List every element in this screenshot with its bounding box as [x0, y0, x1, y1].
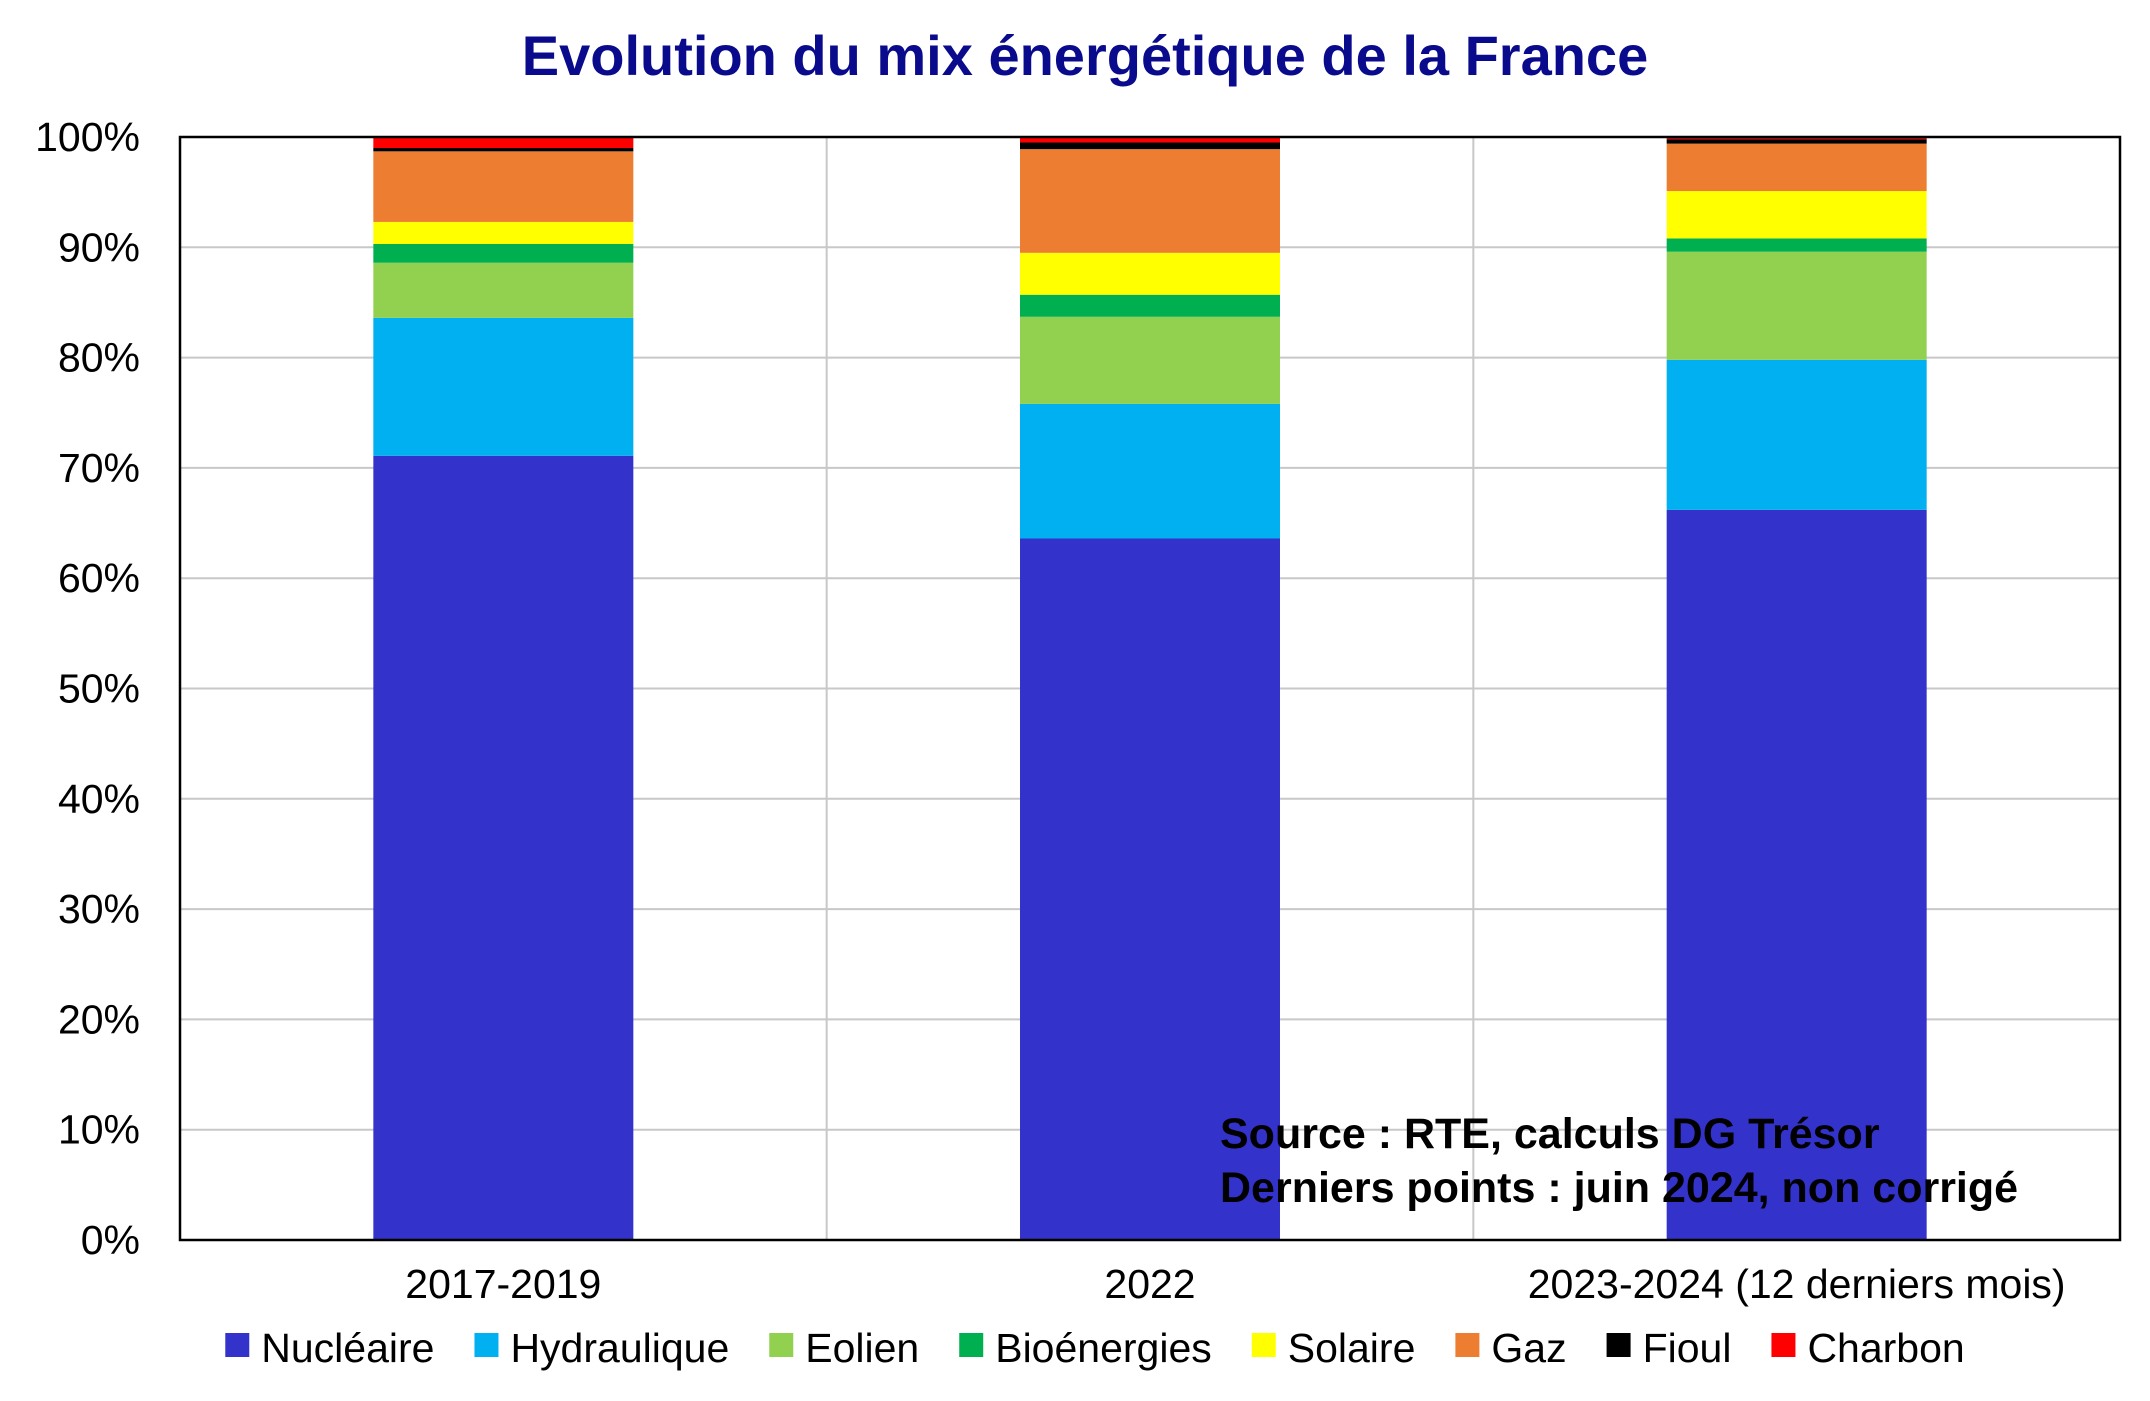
- bar-segment-eolien: [1020, 316, 1280, 404]
- last-points-note: Derniers points : juin 2024, non corrigé: [1220, 1164, 2018, 1212]
- bar-segment-bioenergies: [1020, 294, 1280, 317]
- bar-segment-eolien: [373, 262, 634, 318]
- y-tick-label: 60%: [58, 555, 140, 601]
- x-category-label: 2023-2024 (12 derniers mois): [1528, 1261, 2066, 1307]
- bar-segment-charbon: [1020, 137, 1280, 143]
- legend-swatch-gaz: [1455, 1333, 1480, 1357]
- y-tick-label: 90%: [58, 224, 140, 270]
- bar-segment-nucleaire: [373, 455, 634, 1241]
- legend-label-fioul: Fioul: [1643, 1325, 1732, 1371]
- source-note: Source : RTE, calculs DG Trésor: [1220, 1110, 1880, 1158]
- y-axis-ticks: 0% 10% 20% 30% 40% 50% 60% 70% 80% 90% 100%: [35, 114, 140, 1263]
- chart-title: Evolution du mix énergétique de la Franc…: [522, 24, 1648, 87]
- bar-segment-fioul: [1020, 142, 1280, 150]
- legend-label-nucleaire: Nucléaire: [261, 1325, 434, 1371]
- bar-segment-fioul: [1666, 139, 1927, 144]
- bars-layer: [373, 137, 1927, 1241]
- x-category-label: 2022: [1104, 1261, 1195, 1307]
- bar-segment-solaire: [373, 221, 634, 244]
- bar-segment-nucleaire: [1666, 509, 1927, 1241]
- y-tick-label: 30%: [58, 886, 140, 932]
- x-axis-labels: 2017-2019 2022 2023-2024 (12 derniers mois…: [405, 1261, 2065, 1307]
- bar-segment-gaz: [1020, 149, 1280, 253]
- bar-segment-solaire: [1020, 252, 1280, 295]
- bar-segment-hydraulique: [1666, 359, 1927, 510]
- bar-segment-solaire: [1666, 191, 1927, 239]
- legend-swatch-eolien: [769, 1333, 794, 1357]
- bar-segment-bioenergies: [373, 243, 634, 263]
- bar-segment-charbon: [373, 137, 634, 149]
- bar-segment-fioul: [373, 148, 634, 152]
- legend-swatch-fioul: [1606, 1333, 1631, 1357]
- legend: Nucléaire Hydraulique Eolien Bioénergies Sol…: [225, 1325, 1965, 1371]
- bar-segment-hydraulique: [1020, 403, 1280, 539]
- bar-segment-gaz: [1666, 143, 1927, 192]
- y-tick-label: 20%: [58, 996, 140, 1042]
- legend-label-gaz: Gaz: [1491, 1325, 1566, 1371]
- y-tick-label: 40%: [58, 776, 140, 822]
- y-tick-label: 0%: [81, 1217, 140, 1263]
- y-tick-label: 100%: [35, 114, 140, 160]
- legend-swatch-hydraulique: [474, 1333, 499, 1357]
- legend-label-eolien: Eolien: [805, 1325, 919, 1371]
- y-tick-label: 80%: [58, 335, 140, 381]
- x-category-label: 2017-2019: [405, 1261, 601, 1307]
- plot-frame: [178, 135, 2122, 1242]
- bar-segment-bioenergies: [1666, 238, 1927, 252]
- legend-swatch-charbon: [1771, 1333, 1796, 1357]
- bar-segment-eolien: [1666, 251, 1927, 360]
- y-tick-label: 10%: [58, 1107, 140, 1153]
- legend-swatch-nucleaire: [225, 1333, 250, 1357]
- legend-label-hydraulique: Hydraulique: [510, 1325, 729, 1371]
- bar-segment-hydraulique: [373, 317, 634, 456]
- legend-label-bioenergies: Bioénergies: [995, 1325, 1212, 1371]
- legend-swatch-bioenergies: [959, 1333, 984, 1357]
- bar-segment-gaz: [373, 151, 634, 222]
- legend-label-solaire: Solaire: [1288, 1325, 1416, 1371]
- y-tick-label: 70%: [58, 445, 140, 491]
- legend-label-charbon: Charbon: [1807, 1325, 1964, 1371]
- bar-segment-nucleaire: [1020, 538, 1280, 1240]
- y-tick-label: 50%: [58, 666, 140, 712]
- legend-swatch-solaire: [1251, 1333, 1276, 1357]
